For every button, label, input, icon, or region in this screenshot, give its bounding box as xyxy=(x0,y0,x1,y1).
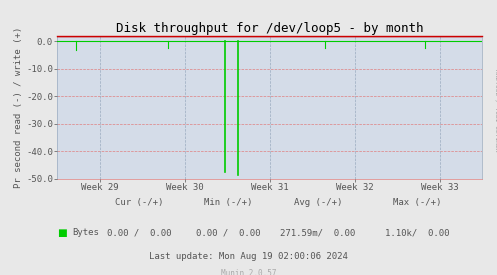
Text: Last update: Mon Aug 19 02:00:06 2024: Last update: Mon Aug 19 02:00:06 2024 xyxy=(149,252,348,261)
Text: ■: ■ xyxy=(57,228,67,238)
Text: Cur (-/+): Cur (-/+) xyxy=(115,198,164,207)
Text: Munin 2.0.57: Munin 2.0.57 xyxy=(221,270,276,275)
Text: 1.10k/  0.00: 1.10k/ 0.00 xyxy=(385,228,450,237)
Text: 271.59m/  0.00: 271.59m/ 0.00 xyxy=(280,228,356,237)
Text: 0.00 /  0.00: 0.00 / 0.00 xyxy=(107,228,171,237)
Text: Avg (-/+): Avg (-/+) xyxy=(294,198,342,207)
Y-axis label: Pr second read (-) / write (+): Pr second read (-) / write (+) xyxy=(14,27,23,188)
Text: Bytes: Bytes xyxy=(72,228,99,237)
Title: Disk throughput for /dev/loop5 - by month: Disk throughput for /dev/loop5 - by mont… xyxy=(116,21,423,35)
Text: Max (-/+): Max (-/+) xyxy=(393,198,442,207)
Text: RRDTOOL / TOBI OETIKER: RRDTOOL / TOBI OETIKER xyxy=(495,69,497,151)
Text: 0.00 /  0.00: 0.00 / 0.00 xyxy=(196,228,261,237)
Text: Min (-/+): Min (-/+) xyxy=(204,198,253,207)
